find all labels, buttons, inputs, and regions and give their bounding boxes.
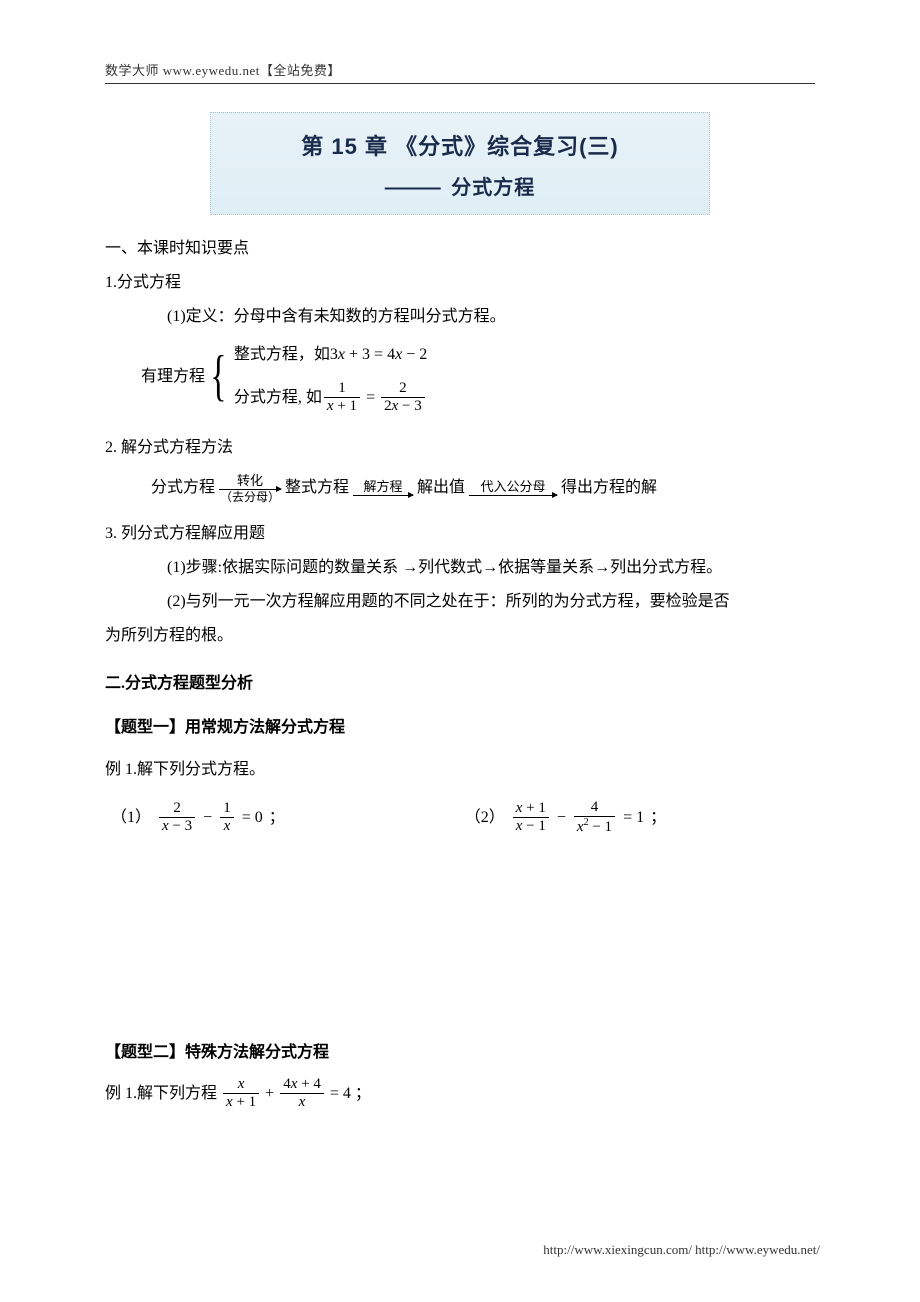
den-text: − 3 [398, 398, 421, 414]
q2-frac2: 4 x2 − 1 [574, 800, 615, 835]
arrow-line-icon [353, 495, 413, 496]
numerator: 1 [220, 801, 234, 818]
pattern-2-title: 【题型二】特殊方法解分式方程 [105, 1037, 815, 1069]
text: + 3 = 4 [345, 346, 395, 363]
den-text: − 3 [169, 818, 192, 834]
problem-2: （2） x + 1 x − 1 − 4 x2 − 1 = 1 ； [465, 800, 666, 835]
flow-node-2: 整式方程 [285, 472, 349, 504]
numerator: 1 [324, 381, 360, 398]
topic-3-step1: (1)步骤:依据实际问题的数量关系 →列代数式→依据等量关系→列出分式方程。 [105, 552, 815, 584]
topic-3-step2a: (2)与列一元一次方程解应用题的不同之处在于：所列的为分式方程，要检验是否 [105, 586, 815, 618]
fraction-2: 2 2x − 3 [381, 381, 425, 414]
solve-flow: 分式方程 转化 （去分母） 整式方程 解方程 解出值 代入公分母 得出方程的解 [105, 472, 815, 504]
topic-2-title: 2. 解分式方程方法 [105, 432, 815, 464]
numerator: 2 [381, 381, 425, 398]
banner-subtitle-text: 分式方程 [451, 177, 535, 199]
flow-arrow-1: 转化 （去分母） [219, 474, 281, 503]
rational-equation-block: 有理方程 { 整式方程，如3x + 3 = 4x − 2 分式方程, 如 1 x… [105, 339, 815, 414]
flow-node-4: 得出方程的解 [561, 472, 657, 504]
example-2: 例 1.解下列方程 x x + 1 + 4x + 4 x = 4 ； [105, 1077, 815, 1110]
den-text: + 1 [334, 398, 357, 414]
minus: − [557, 802, 566, 834]
text: 分式方程, 如 [234, 382, 322, 414]
q1-frac1: 2 x − 3 [159, 801, 195, 834]
arrow-label: 代入公分母 [481, 480, 546, 493]
banner-dashes: ——— [385, 177, 439, 199]
rational-label: 有理方程 [141, 361, 205, 393]
section-1-heading: 一、本课时知识要点 [105, 233, 815, 265]
equals: = 4 [330, 1078, 351, 1110]
q3-frac1: x x + 1 [223, 1077, 259, 1110]
page-header: 数学大师 www.eywedu.net【全站免费】 [105, 60, 815, 84]
numerator: 2 [159, 801, 195, 818]
equals: = [366, 382, 375, 414]
section-2-heading: 二.分式方程题型分析 [105, 668, 815, 700]
arrow-line-icon [219, 489, 281, 490]
banner-subtitle: ——— 分式方程 [221, 171, 699, 200]
q2-frac1: x + 1 x − 1 [513, 801, 549, 834]
arrow-line-icon [469, 495, 557, 496]
numerator: 4 [574, 800, 615, 817]
page-footer: http://www.xiexingcun.com/ http://www.ey… [543, 1242, 820, 1258]
text: 整式方程，如 [234, 346, 330, 363]
arrow-label: 转化 [237, 474, 263, 487]
arrow-label: 解方程 [364, 480, 403, 493]
topic-3-step2b: 为所列方程的根。 [105, 620, 815, 652]
q3-frac2: 4x + 4 x [280, 1077, 324, 1110]
arrow-sublabel: （去分母） [220, 491, 280, 503]
coef: 2 [384, 398, 392, 414]
pattern-1-title: 【题型一】用常规方法解分式方程 [105, 712, 815, 744]
num-text: + 1 [522, 800, 545, 816]
flow-node-1: 分式方程 [151, 472, 215, 504]
problem-row: （1） 2 x − 3 − 1 x = 0 ； （2） x + 1 x − 1 [105, 800, 815, 835]
minus: − [203, 802, 212, 834]
coef: 3 [330, 346, 338, 363]
flow-arrow-2: 解方程 [353, 480, 413, 496]
num-text: + 4 [297, 1076, 320, 1092]
chapter-banner: 第 15 章 《分式》综合复习(三) ——— 分式方程 [210, 112, 710, 215]
flow-node-3: 解出值 [417, 472, 465, 504]
brace-icon: { [210, 351, 226, 401]
example-1-intro: 例 1.解下列分式方程。 [105, 754, 815, 786]
equals: = 1 [623, 802, 644, 834]
problem-label: （2） [465, 802, 505, 834]
integer-equation-line: 整式方程，如3x + 3 = 4x − 2 [234, 339, 427, 371]
problem-label: （1） [111, 802, 151, 834]
fraction-1: 1 x + 1 [324, 381, 360, 414]
fraction-equation-line: 分式方程, 如 1 x + 1 = 2 2x − 3 [234, 381, 427, 414]
text: − 2 [402, 346, 427, 363]
problem-1: （1） 2 x − 3 − 1 x = 0 ； [111, 800, 285, 835]
plus: + [265, 1078, 274, 1110]
topic-1-definition: (1)定义：分母中含有未知数的方程叫分式方程。 [105, 301, 815, 333]
den-text: + 1 [233, 1094, 256, 1110]
semicolon: ； [269, 802, 285, 834]
equals: = 0 [242, 802, 263, 834]
topic-1-title: 1.分式方程 [105, 267, 815, 299]
semicolon: ； [650, 802, 666, 834]
banner-title: 第 15 章 《分式》综合复习(三) [221, 129, 699, 161]
semicolon: ； [355, 1078, 371, 1110]
topic-3-title: 3. 列分式方程解应用题 [105, 518, 815, 550]
q1-frac2: 1 x [220, 801, 234, 834]
den-text: − 1 [589, 819, 612, 835]
flow-arrow-3: 代入公分母 [469, 480, 557, 496]
example-2-intro: 例 1.解下列方程 [105, 1078, 217, 1110]
den-text: − 1 [522, 818, 545, 834]
coef: 4 [283, 1076, 291, 1092]
